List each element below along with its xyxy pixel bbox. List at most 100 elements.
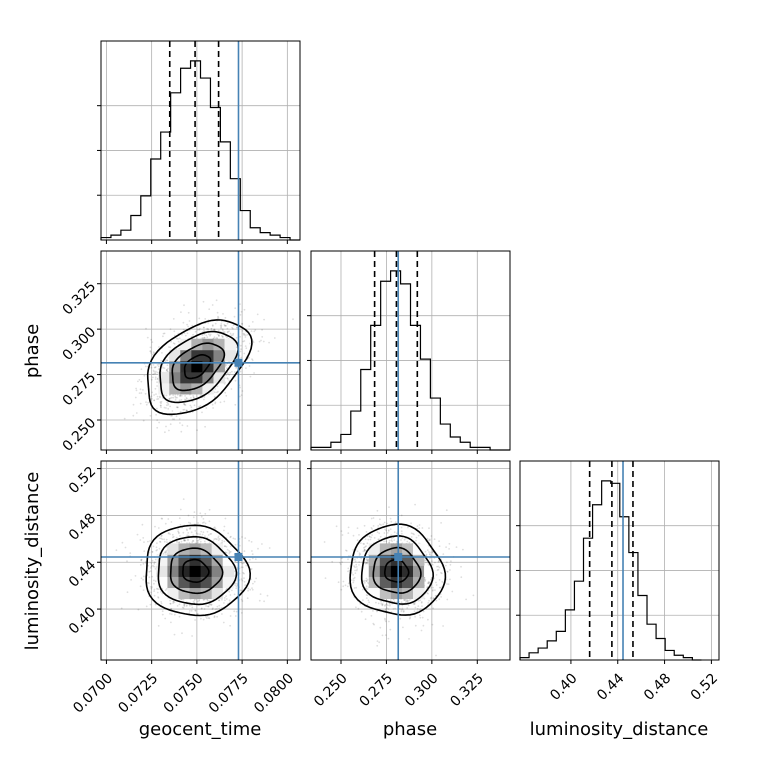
sample-point xyxy=(161,534,163,537)
sample-point xyxy=(256,313,259,316)
sample-point xyxy=(120,607,123,610)
sample-point xyxy=(369,536,371,538)
sample-point xyxy=(378,523,381,526)
sample-point xyxy=(448,542,451,545)
sample-point xyxy=(244,336,247,338)
sample-point xyxy=(431,564,434,566)
sample-point xyxy=(156,588,159,590)
sample-point xyxy=(176,394,179,396)
sample-point xyxy=(149,586,152,588)
sample-point xyxy=(179,395,182,397)
sample-point xyxy=(187,538,189,541)
sample-point xyxy=(380,600,382,603)
density-cell xyxy=(200,554,213,566)
sample-point xyxy=(165,588,168,590)
density-cell xyxy=(167,543,179,555)
sample-point xyxy=(387,608,390,610)
sample-point xyxy=(409,616,412,619)
density-cell xyxy=(401,587,414,600)
sample-point xyxy=(220,325,223,327)
sample-point xyxy=(199,540,202,543)
sample-point xyxy=(230,535,232,538)
sample-point xyxy=(376,610,378,613)
sample-point xyxy=(364,546,366,548)
sample-point xyxy=(400,514,403,517)
sample-point xyxy=(161,365,164,367)
sample-point xyxy=(194,609,197,612)
sample-point xyxy=(179,422,181,424)
sample-point xyxy=(224,599,226,602)
sample-point xyxy=(139,402,142,405)
sample-point xyxy=(449,569,451,571)
sample-point xyxy=(236,326,238,329)
sample-point xyxy=(377,538,380,541)
sample-point xyxy=(435,654,437,657)
sample-point xyxy=(175,536,178,539)
sample-point xyxy=(425,553,428,556)
sample-point xyxy=(148,582,150,585)
sample-point xyxy=(363,549,366,551)
sample-point xyxy=(268,341,270,344)
sample-point xyxy=(167,532,170,535)
sample-point xyxy=(388,539,391,542)
sample-point xyxy=(154,558,157,561)
sample-point xyxy=(178,399,181,402)
sample-point xyxy=(214,401,217,404)
sample-point xyxy=(202,618,205,621)
sample-point xyxy=(377,602,380,605)
sample-point xyxy=(182,408,185,411)
density-cell xyxy=(156,565,168,577)
sample-point xyxy=(248,325,251,327)
density-cell xyxy=(368,587,381,600)
sample-point xyxy=(292,318,294,321)
sample-point xyxy=(363,579,366,582)
sample-point xyxy=(362,542,365,545)
sample-point xyxy=(146,336,149,339)
sample-point xyxy=(402,626,404,629)
sample-point xyxy=(182,328,185,331)
sample-point xyxy=(420,601,423,603)
sample-point xyxy=(177,406,179,409)
sample-point xyxy=(243,352,246,355)
sample-point xyxy=(170,396,173,399)
density-cell xyxy=(222,554,235,566)
x-tick-label-geocent-time: 0.0725 xyxy=(115,670,161,716)
sample-point xyxy=(151,391,154,394)
sample-point xyxy=(156,591,159,594)
sample-point xyxy=(227,532,230,535)
sample-point xyxy=(192,333,195,336)
sample-point xyxy=(212,407,215,409)
density-cell xyxy=(169,371,181,384)
sample-point xyxy=(221,613,223,615)
sample-point xyxy=(424,578,427,581)
sample-point xyxy=(460,565,462,568)
sample-point xyxy=(216,391,218,394)
sample-point xyxy=(168,532,170,534)
sample-point xyxy=(166,359,169,362)
sample-point xyxy=(393,531,396,534)
sample-point xyxy=(164,551,167,553)
sample-point xyxy=(169,602,172,605)
sample-point xyxy=(226,548,229,551)
sample-point xyxy=(151,575,154,578)
sample-point xyxy=(363,548,366,551)
sample-point xyxy=(166,364,169,367)
density-cell xyxy=(200,543,213,555)
density-cell xyxy=(178,554,190,566)
sample-point xyxy=(420,601,423,604)
sample-point xyxy=(421,605,423,607)
sample-point xyxy=(167,407,170,410)
sample-point xyxy=(389,604,391,607)
sample-point xyxy=(429,551,432,554)
sample-point xyxy=(218,599,221,602)
sample-point xyxy=(184,404,187,406)
sample-point xyxy=(214,388,217,390)
contour-level-3 xyxy=(360,535,435,605)
density-cell xyxy=(167,554,179,566)
sample-point xyxy=(377,525,380,527)
sample-point xyxy=(197,541,199,544)
sample-point xyxy=(151,586,153,588)
sample-point xyxy=(415,539,417,542)
sample-point xyxy=(155,393,157,395)
sample-point xyxy=(472,594,475,597)
